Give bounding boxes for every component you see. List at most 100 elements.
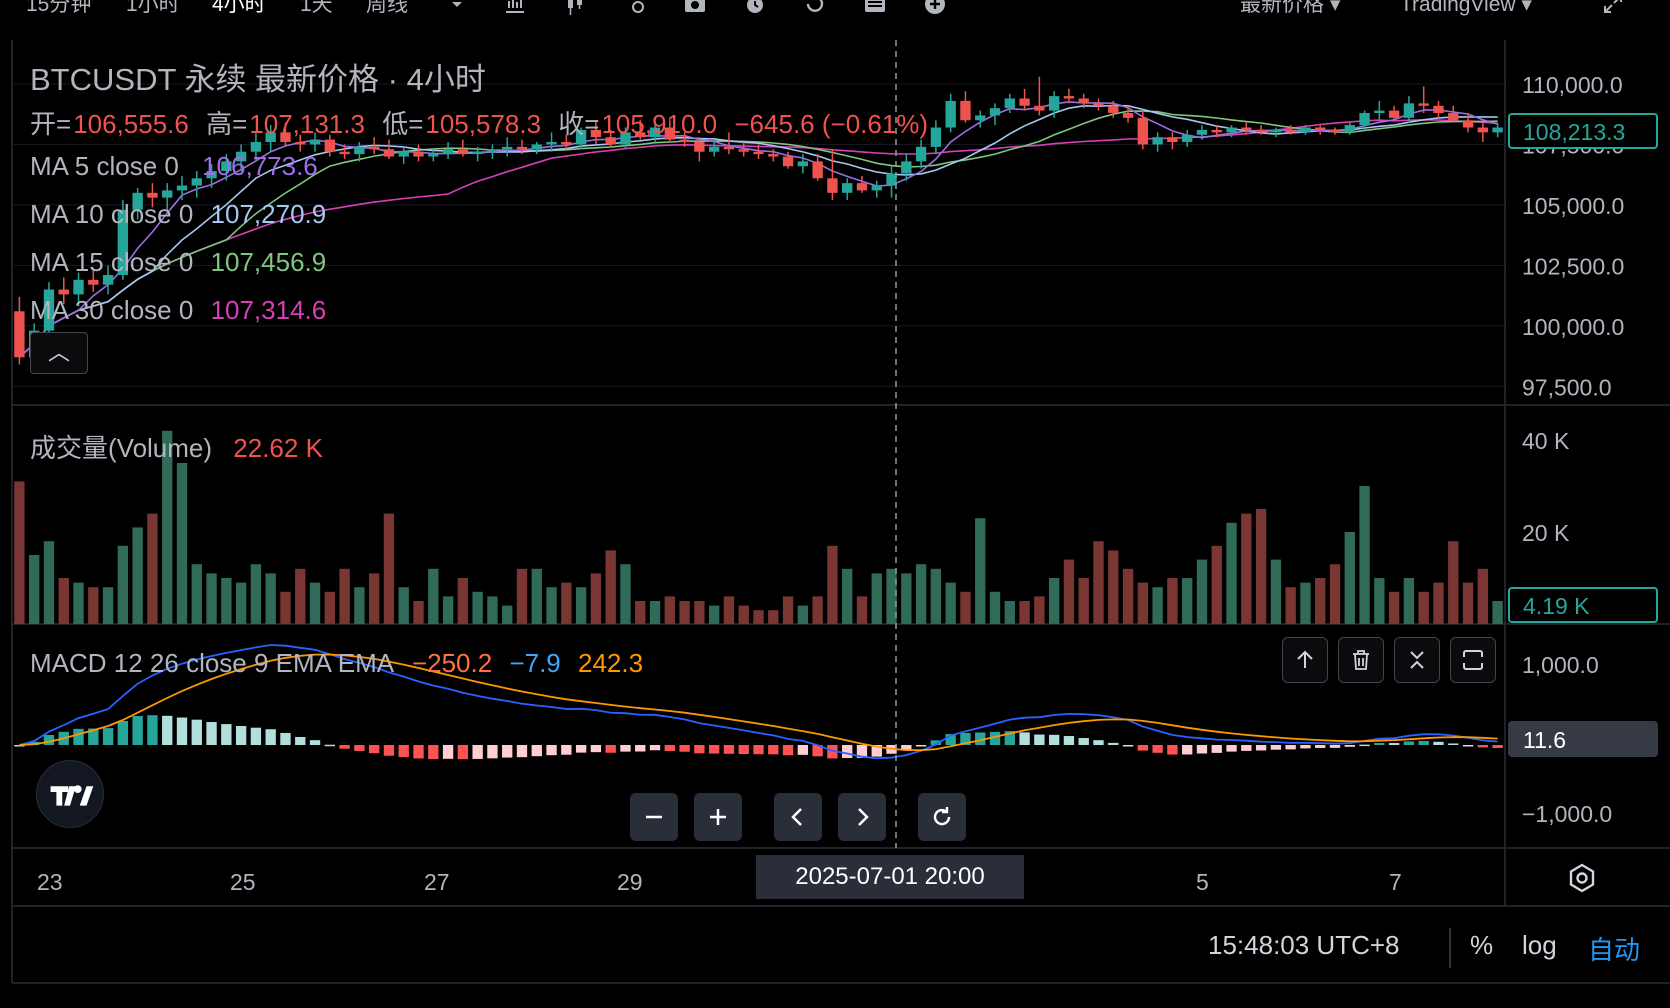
interval-1w-button[interactable]: 周线 — [366, 0, 408, 16]
candle-body — [989, 108, 1001, 116]
zoom-out-button[interactable] — [630, 793, 678, 841]
volume-tick-label: 40 K — [1522, 428, 1570, 454]
volume-bar — [1226, 522, 1237, 624]
ma5-legend[interactable]: MA 5 close 0 106,773.6 — [30, 151, 318, 182]
low-value: 105,578.3 — [425, 109, 542, 139]
macd-histogram-bar — [73, 728, 84, 745]
price-tick-label: 97,500.0 — [1522, 374, 1612, 400]
ma10-legend[interactable]: MA 10 close 0 107,270.9 — [30, 199, 326, 230]
candle-body — [930, 127, 942, 147]
scroll-right-button[interactable] — [838, 793, 886, 841]
settings-icon[interactable] — [622, 0, 648, 16]
volume-legend[interactable]: 成交量(Volume) 22.62 K — [30, 428, 323, 465]
volume-bar — [457, 578, 469, 624]
reset-chart-button[interactable] — [918, 793, 966, 841]
chart-type-icon[interactable] — [562, 0, 588, 16]
chevron-down-icon[interactable] — [444, 0, 470, 16]
candle-body — [398, 151, 409, 157]
top-toolbar: 15分钟 1小时 4小时 1天 周线 最新价格 ▾ TradingView ▾ — [0, 0, 1670, 26]
delete-pane-button[interactable] — [1338, 637, 1384, 683]
candle-body — [265, 132, 276, 143]
candle — [1388, 105, 1400, 121]
price-source-label: 最新价格 — [1240, 0, 1324, 16]
volume-bar — [1034, 596, 1045, 624]
candle — [1477, 122, 1489, 143]
candle — [354, 142, 365, 162]
candle-body — [176, 185, 188, 191]
macd-histogram-bar — [768, 745, 779, 755]
volume-bar — [989, 591, 1001, 624]
candle — [117, 200, 129, 280]
clock-icon[interactable] — [742, 0, 768, 16]
fullscreen-icon[interactable] — [1600, 0, 1626, 16]
macd-histogram-bar — [472, 745, 483, 759]
scroll-left-button[interactable] — [774, 793, 822, 841]
collapse-pane-button[interactable] — [1394, 637, 1440, 683]
price-source-dropdown[interactable]: 最新价格 ▾ — [1240, 0, 1340, 20]
add-icon[interactable] — [922, 0, 948, 16]
maximize-pane-button[interactable] — [1450, 637, 1496, 683]
move-pane-up-button[interactable] — [1282, 637, 1328, 683]
candle-body — [487, 149, 498, 152]
layout-icon[interactable] — [862, 0, 888, 16]
macd-histogram-bar — [1152, 745, 1163, 753]
macd-histogram-bar — [1019, 732, 1030, 745]
ma30-legend[interactable]: MA 30 close 0 107,314.6 — [30, 295, 326, 326]
low-label: 低= — [382, 109, 424, 139]
last-price-label-text: 108,213.3 — [1523, 119, 1625, 145]
candle — [235, 144, 247, 172]
candle — [1048, 91, 1060, 118]
candle-body — [235, 151, 247, 162]
candle-body — [915, 146, 927, 162]
macd-histogram-bar — [797, 745, 809, 755]
volume-bar — [1137, 582, 1149, 624]
macd-histogram-bar — [1122, 745, 1134, 747]
volume-bar — [1048, 578, 1060, 624]
macd-histogram-bar — [1182, 745, 1193, 755]
macd-histogram-bar — [679, 745, 690, 752]
candle — [339, 144, 350, 159]
candle-body — [280, 132, 291, 143]
interval-4h-button[interactable]: 4小时 — [212, 0, 266, 16]
interval-1h-button[interactable]: 1小时 — [126, 0, 180, 16]
provider-dropdown[interactable]: TradingView ▾ — [1400, 0, 1532, 20]
interval-15m-button[interactable]: 15分钟 — [26, 0, 92, 16]
volume-bar — [620, 564, 631, 624]
macd-histogram-bar — [989, 731, 1001, 745]
collapse-legend-button[interactable]: ︿ — [30, 332, 88, 374]
indicators-icon[interactable] — [502, 0, 528, 16]
candle — [1226, 125, 1237, 138]
candle-body — [1285, 129, 1296, 133]
macd-histogram-bar — [1108, 742, 1119, 745]
volume-bar — [768, 610, 779, 624]
auto-scale-toggle[interactable]: 自动 — [1588, 935, 1641, 965]
candle — [886, 166, 897, 198]
interval-1d-button[interactable]: 1天 — [300, 0, 333, 16]
volume-bar — [738, 605, 749, 624]
candle-body — [1241, 127, 1252, 130]
percent-toggle[interactable]: % — [1470, 930, 1494, 960]
volume-bar — [309, 582, 321, 624]
collapse-icon — [1410, 651, 1424, 669]
macd-histogram-bar — [975, 732, 986, 745]
price-tick-label: 105,000.0 — [1522, 193, 1624, 219]
axis-settings-button[interactable] — [1566, 862, 1598, 894]
chevron-right-icon — [858, 808, 869, 826]
macd-histogram-bar — [1329, 745, 1341, 748]
zoom-in-button[interactable] — [694, 793, 742, 841]
candle — [398, 146, 409, 164]
volume-bar — [649, 601, 661, 624]
candle-body — [797, 161, 809, 167]
volume-bar — [694, 601, 705, 624]
replay-icon[interactable] — [802, 0, 828, 16]
high-value: 107,131.3 — [249, 109, 365, 139]
camera-icon[interactable] — [682, 0, 708, 16]
log-toggle[interactable]: log — [1522, 930, 1557, 960]
candle-body — [1255, 129, 1267, 133]
tradingview-logo[interactable] — [36, 760, 104, 828]
chevron-up-icon: ︿ — [47, 340, 70, 365]
candle — [590, 120, 602, 145]
ma15-legend[interactable]: MA 15 close 0 107,456.9 — [30, 247, 326, 278]
macd-legend[interactable]: MACD 12 26 close 9 EMA EMA −250.2 −7.9 2… — [30, 648, 643, 679]
